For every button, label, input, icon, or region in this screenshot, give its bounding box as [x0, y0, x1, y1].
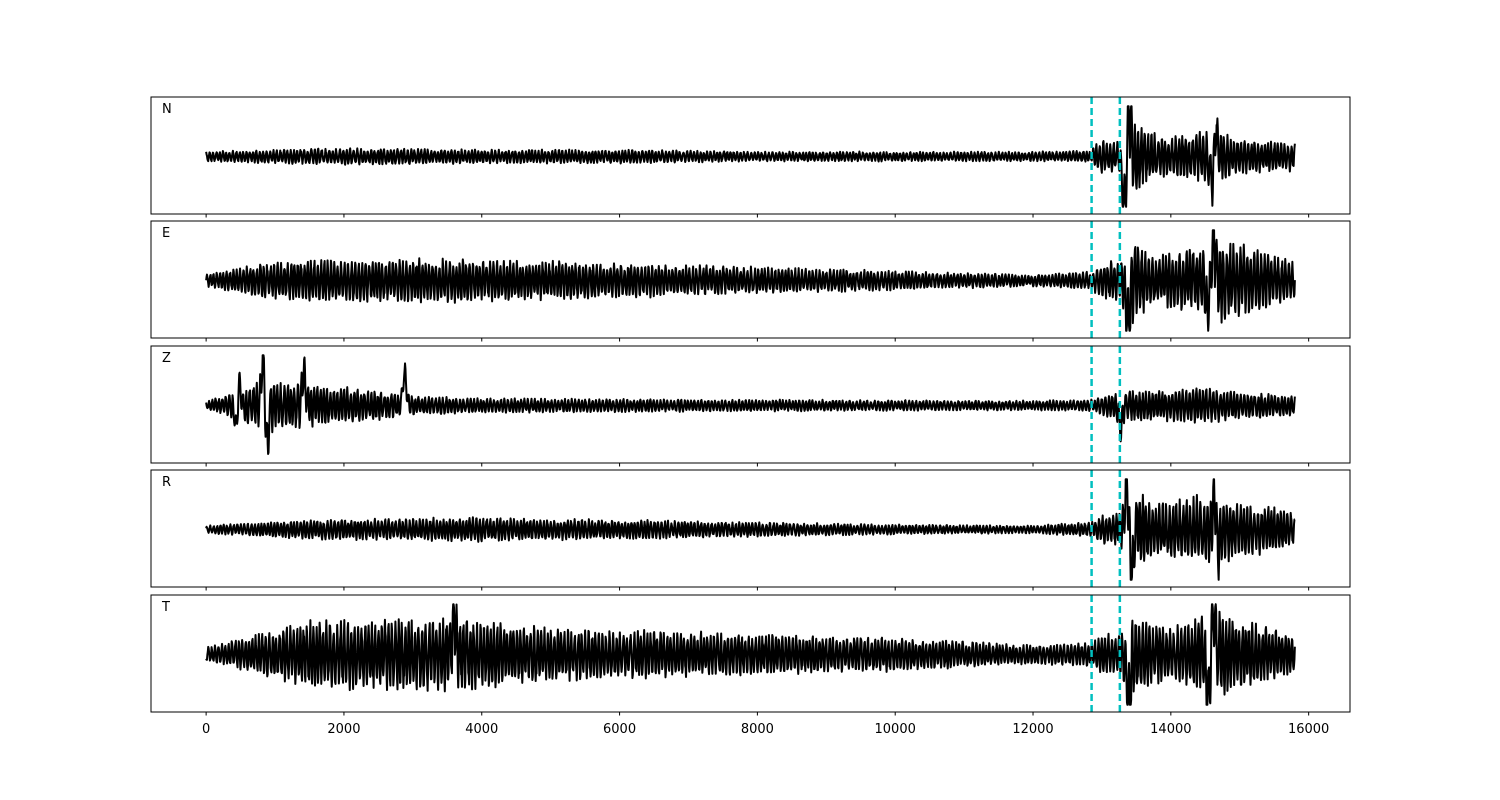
- x-tick-label: 10000: [875, 722, 916, 737]
- x-tick-label: 8000: [741, 722, 774, 737]
- x-tick-label: 4000: [465, 722, 498, 737]
- panel-label: T: [161, 600, 170, 615]
- panel-label: R: [162, 475, 171, 490]
- trace-panel-r: R: [150, 469, 1351, 591]
- x-axis: 0 2000 4000 6000 8000 10000 12000 14000 16000: [202, 722, 1329, 737]
- panel-label: N: [162, 102, 172, 117]
- waveform-t: [205, 603, 1296, 706]
- panel-frame: [150, 220, 1351, 339]
- waveform-e: [205, 229, 1296, 332]
- x-tick-label: 16000: [1288, 722, 1329, 737]
- panel-frame: [150, 469, 1351, 588]
- panel-frame: [150, 345, 1351, 464]
- x-tick-label: 2000: [327, 722, 360, 737]
- panel-frame: [150, 594, 1351, 713]
- trace-panel-t: T: [150, 594, 1351, 716]
- waveform-z: [205, 354, 1296, 455]
- trace-panel-z: Z: [150, 345, 1351, 467]
- panel-frame: [150, 96, 1351, 215]
- x-tick-label: 14000: [1150, 722, 1191, 737]
- waveform-r: [205, 478, 1296, 581]
- waveform-n: [205, 105, 1296, 208]
- panel-label: E: [162, 226, 170, 241]
- trace-panels: N E Z R T: [150, 96, 1351, 716]
- x-tick-label: 12000: [1012, 722, 1053, 737]
- x-tick-label: 0: [202, 722, 210, 737]
- trace-panel-e: E: [150, 220, 1351, 342]
- panel-label: Z: [162, 351, 171, 366]
- x-tick-label: 6000: [603, 722, 636, 737]
- trace-panel-n: N: [150, 96, 1351, 218]
